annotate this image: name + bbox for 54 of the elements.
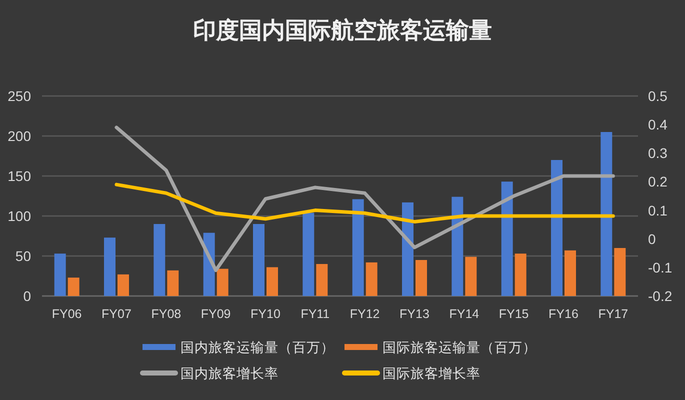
bar xyxy=(154,224,166,296)
y2-tick-label: -0.2 xyxy=(648,288,672,304)
y-tick-label: 0 xyxy=(23,288,32,304)
y2-tick-label: -0.1 xyxy=(648,259,672,276)
bar xyxy=(551,160,562,296)
bar xyxy=(68,278,80,296)
bar xyxy=(366,262,378,296)
x-tick-label: FY10 xyxy=(250,307,280,321)
bar xyxy=(167,270,179,296)
bar xyxy=(302,212,314,296)
bar xyxy=(452,196,464,296)
y-tick-label: 50 xyxy=(15,248,32,264)
legend-label: 国际旅客增长率 xyxy=(382,366,480,381)
y-tick-label: 150 xyxy=(8,168,32,184)
x-tick-label: FY15 xyxy=(498,307,529,321)
bar xyxy=(416,260,427,296)
bar xyxy=(564,250,576,296)
bar xyxy=(465,256,477,296)
legend-label: 国际旅客运输量（百万） xyxy=(382,340,536,355)
y2-tick-label: 0.1 xyxy=(648,202,668,218)
y-tick-label: 100 xyxy=(8,208,32,224)
y2-tick-label: 0.3 xyxy=(648,145,668,162)
bar xyxy=(253,224,264,296)
legend-label: 国内旅客增长率 xyxy=(180,366,278,381)
bar xyxy=(216,268,228,296)
x-tick-label: FY14 xyxy=(449,307,480,321)
legend-label: 国内旅客运输量（百万） xyxy=(180,340,334,355)
x-tick-label: FY09 xyxy=(200,307,231,321)
x-tick-label: FY08 xyxy=(151,307,182,321)
y2-tick-label: 0.5 xyxy=(648,88,668,104)
x-tick-label: FY07 xyxy=(102,307,132,321)
y-tick-label: 200 xyxy=(8,128,32,144)
title: 印度国内国际航空旅客运输量 xyxy=(193,17,492,43)
bar xyxy=(514,254,526,296)
bar xyxy=(402,202,414,296)
bar xyxy=(600,132,612,296)
y2-tick-label: 0.4 xyxy=(648,116,668,133)
bar xyxy=(316,264,328,296)
bar xyxy=(118,274,129,296)
x-tick-label: FY13 xyxy=(400,307,430,321)
bar xyxy=(104,238,116,296)
bar xyxy=(266,267,278,296)
x-tick-label: FY12 xyxy=(350,307,380,321)
x-tick-label: FY16 xyxy=(548,307,578,321)
y2-tick-label: 0 xyxy=(648,230,656,247)
x-tick-label: FY06 xyxy=(52,307,82,321)
x-tick-label: FY11 xyxy=(300,307,330,321)
bar xyxy=(54,254,66,296)
y2-tick-label: 0.2 xyxy=(648,174,668,190)
bar xyxy=(614,248,626,296)
bar xyxy=(352,199,364,296)
bar xyxy=(501,182,513,296)
x-tick-label: FY17 xyxy=(598,307,628,321)
y-tick-label: 250 xyxy=(8,88,32,104)
